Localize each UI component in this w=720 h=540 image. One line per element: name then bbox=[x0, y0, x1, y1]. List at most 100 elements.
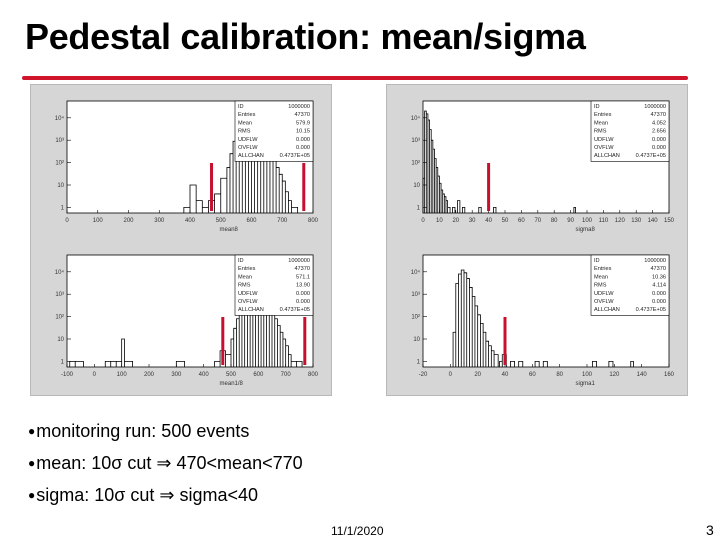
bullet-list: ●monitoring run: 500 events ●mean: 10σ c… bbox=[28, 420, 303, 516]
histogram-panel-sigma: 0 10 20 30 40 50 60 70 80 90 100 110 120 130 140 150 1 10… bbox=[386, 84, 688, 396]
histograms-mean-svg: 0 100 200 300 400 500 600 700 80011010²10³10⁴mea… bbox=[55, 100, 319, 387]
x-tick-label: 80 bbox=[556, 372, 563, 378]
x-tick-label: 300 bbox=[154, 218, 165, 224]
histograms-sigma-svg: 0 10 20 30 40 50 60 70 80 90 100 110 120 130 140 150110… bbox=[411, 100, 675, 387]
x-axis-label: sigma1 bbox=[576, 381, 596, 387]
stats-value: 0.000 bbox=[296, 291, 310, 297]
slide-title: Pedestal calibration: mean/sigma bbox=[25, 16, 586, 57]
x-tick-label: 100 bbox=[582, 218, 593, 224]
bullet-text: monitoring run: 500 events bbox=[36, 421, 250, 441]
y-tick-label: 10² bbox=[411, 315, 420, 321]
stats-key: RMS bbox=[594, 283, 607, 289]
stats-value: 1000000 bbox=[288, 104, 310, 110]
stats-value: 0.4737E+05 bbox=[636, 307, 666, 313]
bullet-dot-icon: ● bbox=[28, 488, 36, 502]
stats-key: Entries bbox=[594, 112, 612, 118]
x-tick-label: 130 bbox=[631, 218, 642, 224]
histogram-line bbox=[452, 269, 634, 367]
x-tick-label: 40 bbox=[502, 372, 509, 378]
footer-date: 11/1/2020 bbox=[331, 524, 384, 538]
x-tick-label: 70 bbox=[534, 218, 541, 224]
x-tick-label: 200 bbox=[144, 372, 155, 378]
stats-key: UDFLW bbox=[594, 137, 614, 143]
stats-value: 2.656 bbox=[652, 129, 666, 135]
stats-box bbox=[234, 254, 314, 316]
histogram: -100 0 100 200 300 400 500 600 700 800 1 10 10² 10³ 10… bbox=[55, 254, 319, 387]
y-tick-label: 10³ bbox=[55, 292, 64, 298]
bullet-item: ●monitoring run: 500 events bbox=[28, 420, 303, 452]
x-tick-label: -20 bbox=[419, 372, 428, 378]
x-tick-label: 140 bbox=[637, 372, 648, 378]
stats-key: RMS bbox=[238, 129, 251, 135]
y-tick-label: 1 bbox=[417, 205, 421, 211]
histogram: 0 100 200 300 400 500 600 700 800 1 10 10² 10³ 10⁴ mea… bbox=[55, 100, 319, 233]
x-tick-label: 20 bbox=[474, 372, 481, 378]
x-tick-label: 800 bbox=[308, 218, 319, 224]
stats-value: 0.000 bbox=[296, 145, 310, 151]
x-tick-label: 400 bbox=[185, 218, 196, 224]
stats-key: UDFLW bbox=[594, 291, 614, 297]
stats-key: ALLCHAN bbox=[238, 307, 264, 313]
stats-key: Mean bbox=[238, 120, 252, 126]
stats-value: 571.1 bbox=[296, 274, 310, 280]
x-tick-label: 0 bbox=[65, 218, 69, 224]
x-tick-label: 160 bbox=[664, 372, 675, 378]
y-tick-label: 10³ bbox=[411, 138, 420, 144]
y-tick-label: 10 bbox=[413, 337, 420, 343]
y-tick-label: 10 bbox=[57, 337, 64, 343]
stats-key: Mean bbox=[594, 120, 608, 126]
x-tick-label: 300 bbox=[171, 372, 182, 378]
x-tick-label: 30 bbox=[469, 218, 476, 224]
stats-value: 0.4737E+05 bbox=[280, 153, 310, 159]
x-axis-label: mean8 bbox=[220, 227, 239, 233]
y-tick-label: 10⁴ bbox=[55, 115, 65, 122]
y-tick-label: 10 bbox=[57, 183, 64, 189]
stats-key: OVFLW bbox=[594, 299, 614, 305]
stats-key: ID bbox=[594, 258, 600, 264]
bullet-text: mean: 10σ cut ⇒ 470<mean<770 bbox=[36, 453, 303, 473]
x-tick-label: 80 bbox=[551, 218, 558, 224]
stats-key: OVFLW bbox=[238, 299, 258, 305]
stats-value: 0.000 bbox=[652, 291, 666, 297]
stats-value: 0.000 bbox=[652, 145, 666, 151]
stats-value: 47370 bbox=[650, 112, 666, 118]
y-tick-label: 10² bbox=[55, 315, 64, 321]
stats-key: Mean bbox=[238, 274, 252, 280]
stats-value: 1000000 bbox=[644, 258, 666, 264]
y-tick-label: 1 bbox=[61, 359, 65, 365]
x-tick-label: 200 bbox=[123, 218, 134, 224]
stats-key: ID bbox=[238, 104, 244, 110]
stats-value: 4.114 bbox=[652, 283, 666, 289]
stats-value: 47370 bbox=[294, 112, 310, 118]
y-tick-label: 10³ bbox=[55, 138, 64, 144]
histogram-panel-mean: 0 100 200 300 400 500 600 700 800 1 10 10² 10³ 10⁴ mea… bbox=[30, 84, 332, 396]
stats-key: UDFLW bbox=[238, 137, 258, 143]
x-tick-label: 600 bbox=[253, 372, 264, 378]
y-tick-label: 10² bbox=[55, 161, 64, 167]
stats-key: ID bbox=[594, 104, 600, 110]
bullet-item: ●mean: 10σ cut ⇒ 470<mean<770 bbox=[28, 452, 303, 484]
stats-value: 10.36 bbox=[652, 274, 666, 280]
bullet-text: sigma: 10σ cut ⇒ sigma<40 bbox=[36, 485, 259, 505]
x-tick-label: 140 bbox=[648, 218, 659, 224]
x-tick-label: 0 bbox=[449, 372, 453, 378]
x-tick-label: -100 bbox=[61, 372, 74, 378]
x-tick-label: 120 bbox=[609, 372, 620, 378]
bullet-item: ●sigma: 10σ cut ⇒ sigma<40 bbox=[28, 484, 303, 516]
x-tick-label: 50 bbox=[502, 218, 509, 224]
x-tick-label: 700 bbox=[277, 218, 288, 224]
stats-key: RMS bbox=[238, 283, 251, 289]
x-tick-label: 0 bbox=[421, 218, 425, 224]
stats-value: 4.052 bbox=[652, 120, 666, 126]
stats-key: OVFLW bbox=[594, 145, 614, 151]
histogram: 0 10 20 30 40 50 60 70 80 90 100 110 120 130 140 150110… bbox=[411, 100, 675, 233]
x-tick-label: 100 bbox=[93, 218, 104, 224]
x-tick-label: 800 bbox=[308, 372, 319, 378]
stats-key: Mean bbox=[594, 274, 608, 280]
page-number: 3 bbox=[706, 522, 714, 538]
x-tick-label: 110 bbox=[599, 218, 609, 224]
x-tick-label: 60 bbox=[518, 218, 525, 224]
stats-key: Entries bbox=[594, 266, 612, 272]
title-underline bbox=[22, 76, 688, 80]
x-axis-label: mean1/8 bbox=[220, 381, 244, 387]
